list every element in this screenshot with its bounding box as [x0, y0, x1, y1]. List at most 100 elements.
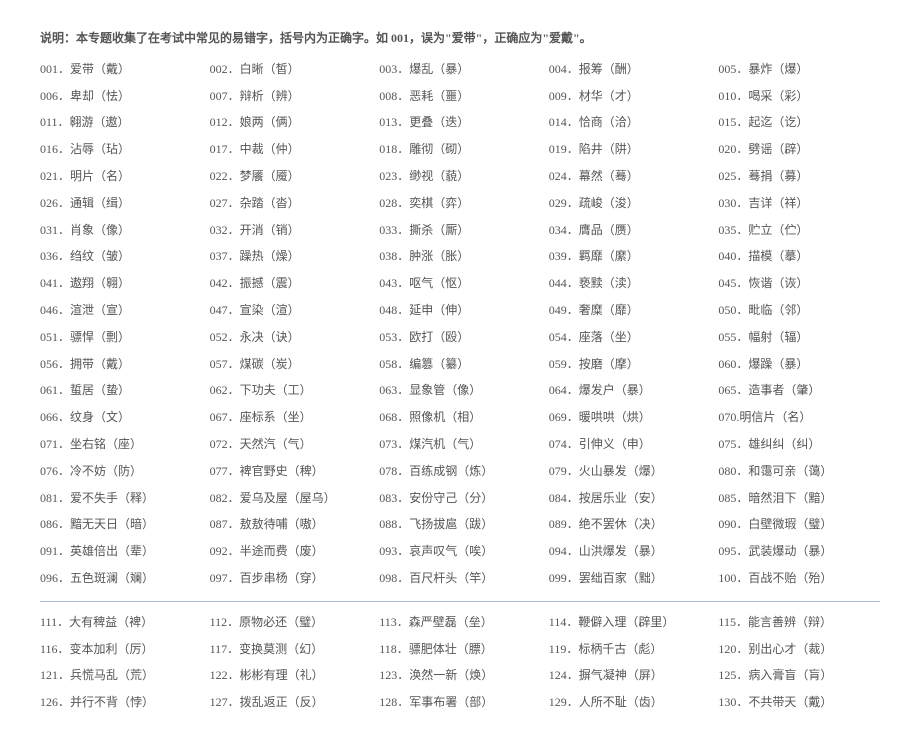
word-item: 117．变换莫测（幻） [210, 641, 372, 658]
word-item: 012．娘两（俩） [210, 114, 372, 131]
word-item: 027．杂踏（沓） [210, 195, 372, 212]
word-item: 124．摒气凝神（屏） [549, 667, 711, 684]
word-item: 069．暖哄哄（烘） [549, 409, 711, 426]
word-item: 023．缈视（藐） [379, 168, 541, 185]
word-item: 062．下功夫（工） [210, 382, 372, 399]
word-item: 032．开消（销） [210, 222, 372, 239]
word-item: 001．爱带（戴） [40, 61, 202, 78]
word-item: 084．按居乐业（安） [549, 490, 711, 507]
word-item: 003．爆乱（暴） [379, 61, 541, 78]
word-item: 094．山洪爆发（暴） [549, 543, 711, 560]
word-item: 007．辩析（辨） [210, 88, 372, 105]
word-item: 068．照像机（相） [379, 409, 541, 426]
word-item: 048．延申（伸） [379, 302, 541, 319]
word-item: 092．半途而费（废） [210, 543, 372, 560]
word-item: 078．百练成钢（炼） [379, 463, 541, 480]
word-item: 061．蜇居（蛰） [40, 382, 202, 399]
word-item: 028．奕棋（弈） [379, 195, 541, 212]
word-item: 126．并行不背（悖） [40, 694, 202, 711]
word-item: 015．起迄（讫） [718, 114, 880, 131]
word-item: 127．拨乱返正（反） [210, 694, 372, 711]
word-item: 113．森严壁磊（垒） [379, 614, 541, 631]
word-item: 064．爆发户（暴） [549, 382, 711, 399]
word-item: 036．绉纹（皱） [40, 248, 202, 265]
word-item: 074．引伸义（申） [549, 436, 711, 453]
word-item: 088．飞扬拔扈（跋） [379, 516, 541, 533]
word-item: 100．百战不贻（殆） [718, 570, 880, 587]
word-item: 112．原物必还（璧） [210, 614, 372, 631]
word-item: 082．爱乌及屋（屋乌） [210, 490, 372, 507]
word-item: 099．罢绌百家（黜） [549, 570, 711, 587]
word-item: 018．雕彻（砌） [379, 141, 541, 158]
word-item: 035．贮立（伫） [718, 222, 880, 239]
word-item: 013．更叠（迭） [379, 114, 541, 131]
word-item: 053．欧打（殴） [379, 329, 541, 346]
word-item: 024．幕然（蓦） [549, 168, 711, 185]
word-item: 070.明信片（名） [718, 409, 880, 426]
word-item: 006．卑却（怯） [40, 88, 202, 105]
word-item: 026．通辑（缉） [40, 195, 202, 212]
word-item: 059．按磨（摩） [549, 356, 711, 373]
word-item: 025．蓦捐（募） [718, 168, 880, 185]
word-item: 097．百步串杨（穿） [210, 570, 372, 587]
intro-text: 说明：本专题收集了在考试中常见的易错字，括号内为正确字。如 001，误为"爱带"… [40, 30, 880, 47]
word-item: 125．病入膏盲（肓） [718, 667, 880, 684]
word-item: 038．肿涨（胀） [379, 248, 541, 265]
word-item: 081．爱不失手（释） [40, 490, 202, 507]
word-item: 008．恶耗（噩） [379, 88, 541, 105]
word-item: 086．黯无天日（暗） [40, 516, 202, 533]
word-item: 096．五色斑澜（斓） [40, 570, 202, 587]
word-item: 128．军事布署（部） [379, 694, 541, 711]
word-item: 021．明片（名） [40, 168, 202, 185]
word-item: 121．兵慌马乱（荒） [40, 667, 202, 684]
word-item: 114．鞭僻入理（辟里） [549, 614, 711, 631]
word-item: 043．呕气（怄） [379, 275, 541, 292]
word-item: 055．幅射（辐） [718, 329, 880, 346]
word-item: 016．沾辱（玷） [40, 141, 202, 158]
word-item: 063．显象管（像） [379, 382, 541, 399]
word-item: 011．翱游（遨） [40, 114, 202, 131]
word-item: 022．梦餍（魇） [210, 168, 372, 185]
word-item: 129．人所不耻（齿） [549, 694, 711, 711]
word-item: 004．报筹（酬） [549, 61, 711, 78]
word-item: 130．不共带天（戴） [718, 694, 880, 711]
word-item: 116．变本加利（厉） [40, 641, 202, 658]
word-item: 087．敖敖待哺（嗷） [210, 516, 372, 533]
word-item: 122．彬彬有理（礼） [210, 667, 372, 684]
word-item: 045．恢谐（诙） [718, 275, 880, 292]
word-item: 044．亵黩（渎） [549, 275, 711, 292]
word-item: 051．骠悍（剽） [40, 329, 202, 346]
word-item: 031．肖象（像） [40, 222, 202, 239]
word-item: 066．纹身（文） [40, 409, 202, 426]
word-item: 014．恰商（洽） [549, 114, 711, 131]
word-item: 090．白壁微瑕（璧） [718, 516, 880, 533]
word-grid: 001．爱带（戴）002．白晰（皙）003．爆乱（暴）004．报筹（酬）005．… [40, 61, 880, 711]
word-item: 056．拥带（戴） [40, 356, 202, 373]
word-item: 046．渲泄（宣） [40, 302, 202, 319]
word-item: 060．爆躁（暴） [718, 356, 880, 373]
word-item: 039．羁靡（縻） [549, 248, 711, 265]
section-divider [40, 601, 880, 602]
word-item: 095．武装爆动（暴） [718, 543, 880, 560]
word-item: 076．冷不妨（防） [40, 463, 202, 480]
word-item: 010．喝采（彩） [718, 88, 880, 105]
word-item: 029．疏峻（浚） [549, 195, 711, 212]
word-item: 058．编篡（纂） [379, 356, 541, 373]
word-item: 020．劈谣（辟） [718, 141, 880, 158]
word-item: 042．振撼（震） [210, 275, 372, 292]
word-item: 072．天然汽（气） [210, 436, 372, 453]
word-item: 080．和霭可亲（蔼） [718, 463, 880, 480]
word-item: 041．遨翔（翱） [40, 275, 202, 292]
word-item: 123．涣然一新（焕） [379, 667, 541, 684]
word-item: 002．白晰（皙） [210, 61, 372, 78]
word-item: 049．奢糜（靡） [549, 302, 711, 319]
word-item: 057．煤碳（炭） [210, 356, 372, 373]
word-item: 077．裨官野史（稗） [210, 463, 372, 480]
word-item: 037．躁热（燥） [210, 248, 372, 265]
word-item: 120．别出心才（裁） [718, 641, 880, 658]
word-item: 034．膺品（赝） [549, 222, 711, 239]
word-item: 115．能言善辨（辩） [718, 614, 880, 631]
word-item: 073．煤汽机（气） [379, 436, 541, 453]
word-item: 093．哀声叹气（唉） [379, 543, 541, 560]
word-item: 067．座标系（坐） [210, 409, 372, 426]
